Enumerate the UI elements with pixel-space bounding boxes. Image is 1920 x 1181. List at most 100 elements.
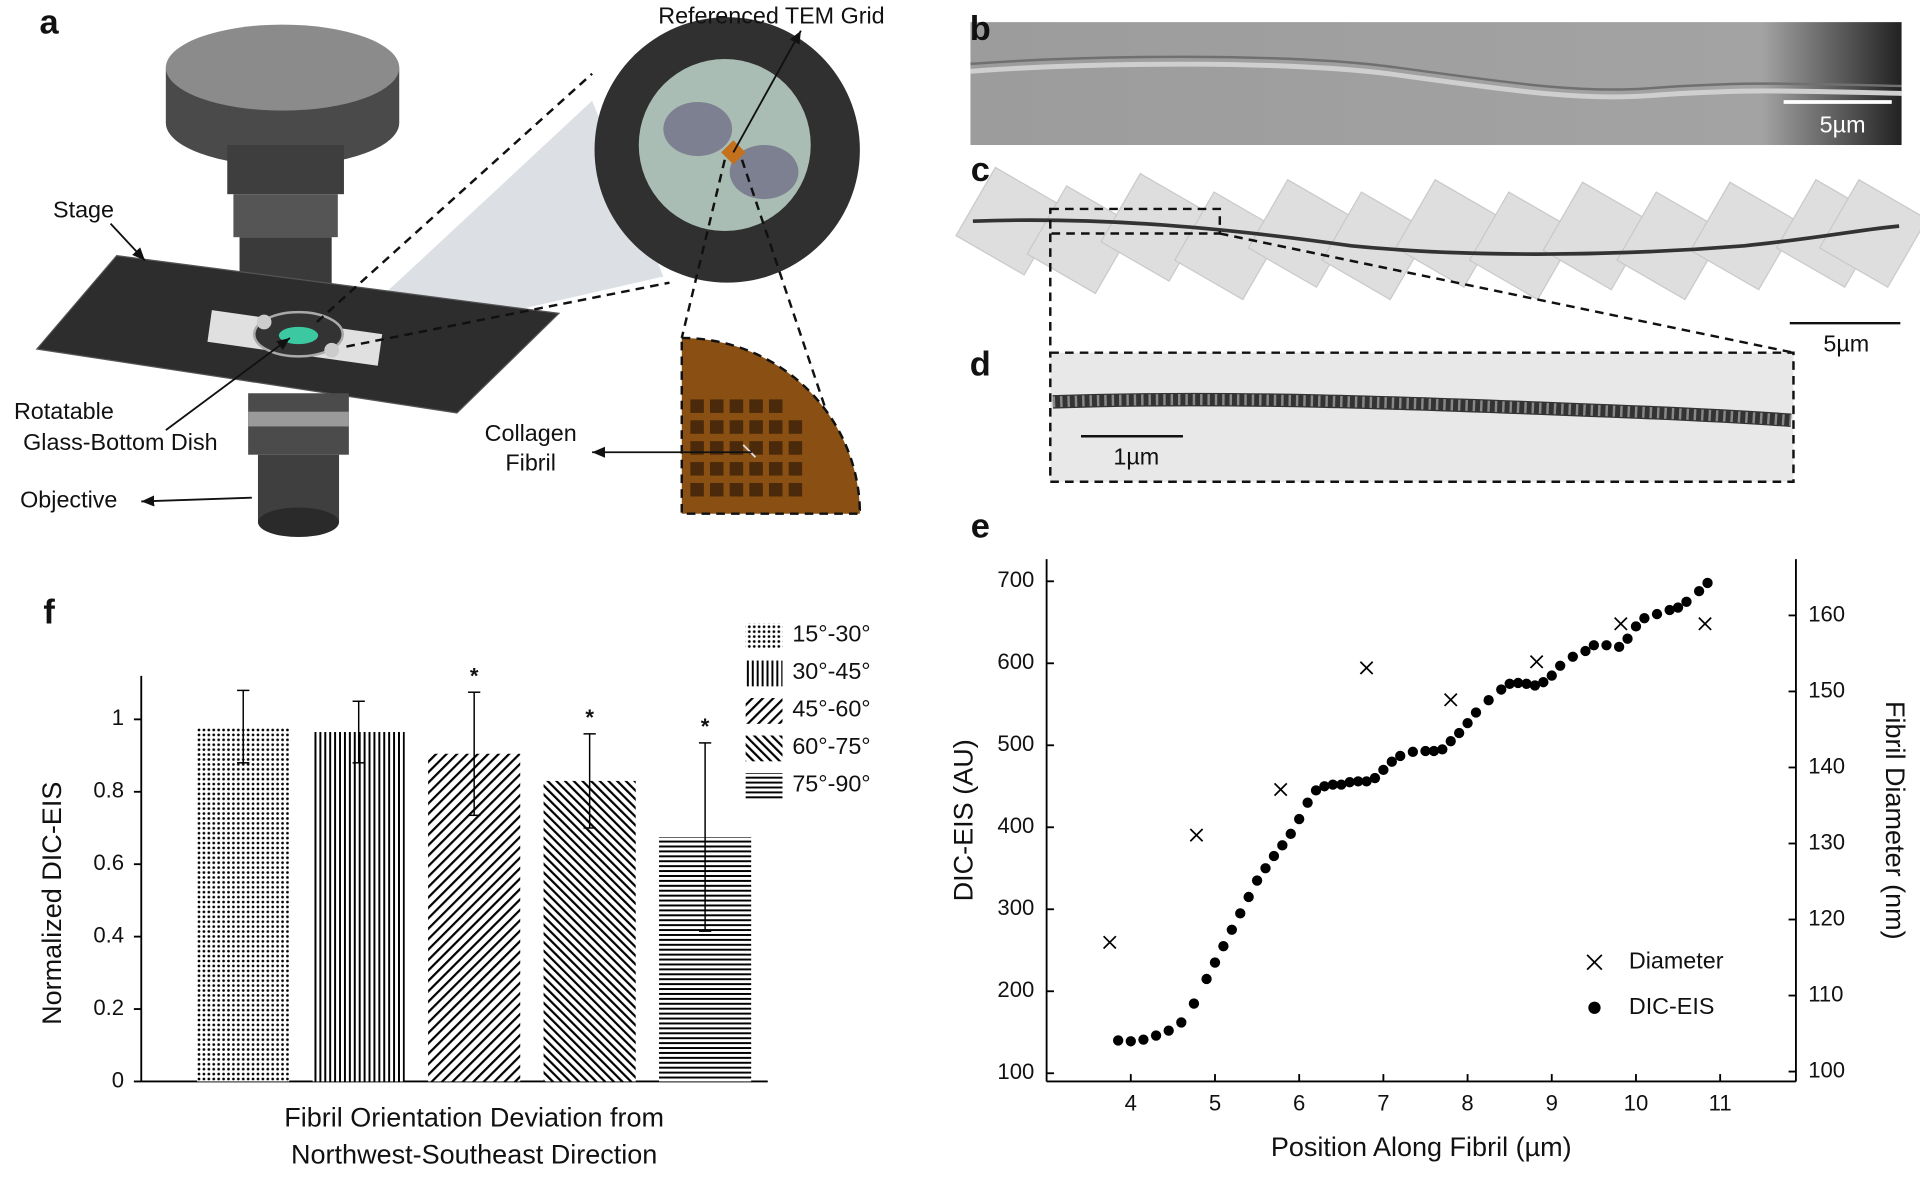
error-bar bbox=[583, 733, 596, 829]
x-tick-label: 7 bbox=[1377, 1091, 1389, 1116]
dot-marker bbox=[1462, 717, 1473, 729]
y2-tick-label: 120 bbox=[1808, 905, 1845, 930]
x-tick-label: 6 bbox=[1293, 1091, 1305, 1116]
legend-swatch bbox=[745, 698, 783, 724]
scale-bar-label: 1µm bbox=[1113, 444, 1159, 470]
tem-montage bbox=[955, 166, 1920, 354]
dot-marker bbox=[1176, 1017, 1187, 1028]
dot-marker bbox=[1453, 727, 1465, 739]
y2-tick-label: 140 bbox=[1808, 753, 1845, 778]
x-tick-label: 4 bbox=[1125, 1091, 1137, 1116]
dot-marker bbox=[1428, 745, 1440, 757]
x-marker bbox=[1443, 693, 1458, 707]
scale-bar-label: 5µm bbox=[1823, 330, 1869, 356]
x-tick-label: 10 bbox=[1624, 1091, 1649, 1116]
dot-marker bbox=[1588, 640, 1600, 651]
dot-marker bbox=[1327, 779, 1339, 790]
x-marker bbox=[1273, 782, 1288, 797]
dot-marker bbox=[1138, 1034, 1149, 1045]
legend-label: 75°-90° bbox=[792, 770, 870, 796]
dot-marker bbox=[1218, 941, 1229, 952]
significance-mark: * bbox=[701, 714, 710, 739]
y-tick-label: 100 bbox=[997, 1059, 1034, 1084]
dot-marker bbox=[1437, 744, 1448, 755]
dot-marker bbox=[1555, 660, 1566, 671]
significance-mark: * bbox=[585, 705, 594, 730]
y-tick-label: 1 bbox=[112, 705, 124, 730]
dot-marker bbox=[1702, 577, 1713, 589]
dot-marker bbox=[1521, 678, 1532, 689]
x-axis-title: Fibril Orientation Deviation from bbox=[284, 1103, 664, 1133]
dot-marker bbox=[1294, 813, 1305, 825]
error-bar bbox=[698, 742, 712, 932]
marker-stroke bbox=[1698, 617, 1712, 631]
dot-marker bbox=[1378, 764, 1389, 776]
x-tick-label: 5 bbox=[1209, 1091, 1221, 1116]
dot-marker bbox=[1336, 779, 1347, 790]
x-marker bbox=[1698, 617, 1712, 631]
y-tick-label: 0.8 bbox=[93, 778, 124, 803]
dot-marker bbox=[1302, 797, 1313, 808]
y-tick-label: 0.6 bbox=[93, 850, 124, 875]
objective-label: Objective bbox=[20, 487, 117, 513]
dot-marker bbox=[1310, 785, 1322, 796]
dot-marker bbox=[1319, 781, 1330, 792]
legend-swatch bbox=[745, 735, 783, 762]
marker-stroke bbox=[1102, 935, 1117, 950]
y-tick-label: 500 bbox=[997, 731, 1034, 756]
dot-marker bbox=[1277, 840, 1288, 851]
y-tick-label: 200 bbox=[997, 977, 1034, 1002]
error-bar bbox=[237, 689, 250, 764]
y-tick-label: 0.2 bbox=[93, 995, 124, 1020]
legend-swatch bbox=[745, 660, 783, 687]
bar bbox=[312, 732, 405, 1082]
dot-marker bbox=[1188, 998, 1200, 1009]
dot-marker bbox=[1386, 756, 1397, 767]
marker-stroke bbox=[1529, 655, 1544, 669]
panel-label: e bbox=[971, 508, 990, 546]
dot-marker bbox=[1580, 645, 1591, 657]
legend-swatch bbox=[745, 623, 783, 649]
dot-marker bbox=[1260, 863, 1271, 874]
dot-marker bbox=[1546, 670, 1557, 681]
dot-marker bbox=[1672, 602, 1684, 613]
panel-label: d bbox=[970, 345, 991, 383]
dot-marker bbox=[1352, 776, 1364, 787]
x-axis-title: Northwest-Southeast Direction bbox=[291, 1140, 657, 1170]
dot-marker bbox=[1369, 772, 1381, 784]
dot-marker bbox=[1344, 777, 1355, 788]
x-marker bbox=[1102, 935, 1117, 950]
x-marker bbox=[1189, 828, 1204, 842]
x-tick-label: 8 bbox=[1461, 1091, 1473, 1116]
dot-marker bbox=[1504, 678, 1515, 689]
dot-marker bbox=[1445, 736, 1456, 747]
dot-marker bbox=[1601, 640, 1612, 651]
dot-marker bbox=[1150, 1030, 1162, 1041]
marker-stroke bbox=[1443, 693, 1458, 707]
bar bbox=[543, 780, 636, 1082]
y-tick-label: 400 bbox=[997, 813, 1034, 838]
error-bar bbox=[352, 700, 365, 764]
dot-marker bbox=[1538, 676, 1549, 688]
dot-marker bbox=[1113, 1035, 1124, 1046]
x-marker bbox=[1529, 655, 1544, 669]
tem-zoom bbox=[1049, 351, 1795, 483]
dot-marker bbox=[1251, 875, 1263, 886]
legend-swatch bbox=[745, 772, 783, 799]
dot-marker bbox=[1567, 651, 1578, 662]
marker-stroke bbox=[1614, 617, 1628, 631]
dot-marker bbox=[1235, 908, 1246, 919]
dot-marker bbox=[1512, 677, 1524, 689]
y-axis-title: Normalized DIC-EIS bbox=[37, 782, 67, 1025]
legend-label: DIC-EIS bbox=[1629, 993, 1715, 1019]
y-axis-title: DIC-EIS (AU) bbox=[949, 739, 979, 901]
dot-marker bbox=[1209, 957, 1221, 968]
x-marker bbox=[1614, 617, 1628, 631]
marker-stroke bbox=[1586, 954, 1603, 971]
dot-marker bbox=[1630, 621, 1642, 632]
y2-tick-label: 110 bbox=[1808, 981, 1843, 1006]
dot-marker bbox=[1243, 891, 1254, 903]
y-tick-label: 600 bbox=[997, 649, 1034, 674]
y2-tick-label: 150 bbox=[1808, 677, 1845, 702]
